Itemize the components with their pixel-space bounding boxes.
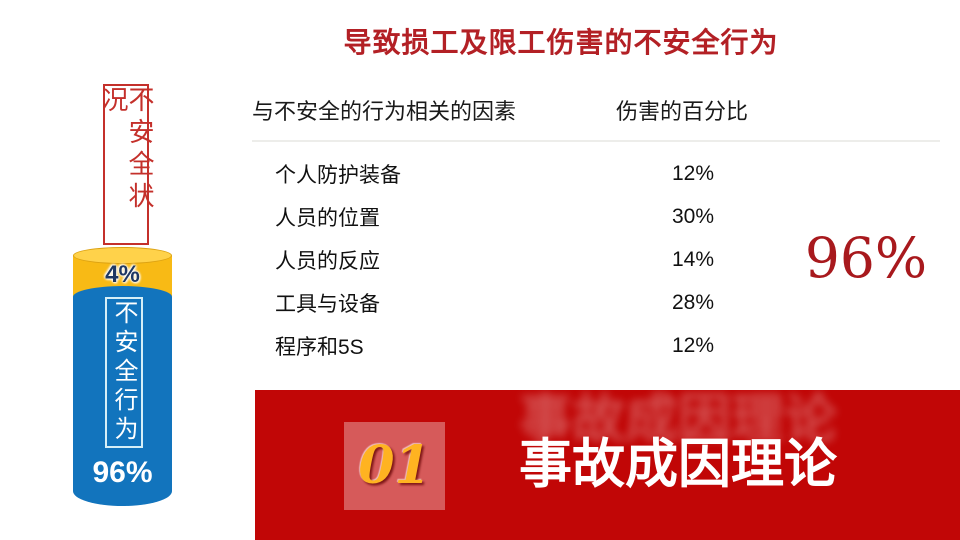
percent-cell: 12%	[672, 333, 715, 357]
table-header-factor: 与不安全的行为相关的因素	[252, 99, 517, 124]
factor-cell: 人员的位置	[275, 206, 380, 230]
cylinder-blue-segment	[73, 286, 172, 506]
percent-cell: 30%	[672, 204, 715, 228]
percent-cell: 28%	[672, 290, 715, 314]
table-row: 人员的反应 14%	[252, 238, 952, 281]
section-title: 事故成因理论	[519, 435, 837, 494]
total-percent-highlight: 96%	[804, 226, 928, 290]
factor-cell: 个人防护装备	[275, 163, 401, 187]
percent-cell: 14%	[672, 247, 715, 271]
unsafe-condition-label: 不安全状况	[98, 86, 154, 214]
table-row: 人员的位置 30%	[252, 195, 952, 238]
table-header-percent: 伤害的百分比	[616, 99, 749, 124]
unsafe-behavior-label: 不安全行为	[110, 300, 138, 445]
section-number-box: 01	[344, 422, 445, 510]
section-banner: 01 事故成因理论	[255, 390, 960, 540]
table-header-row: 与不安全的行为相关的因素 伤害的百分比	[252, 94, 952, 126]
cylinder-bottom-value: 96%	[92, 456, 153, 489]
percent-cell: 12%	[672, 161, 715, 185]
cylinder-top-value: 4%	[105, 261, 140, 288]
unsafe-condition-label-box: 不安全状况	[98, 84, 154, 245]
cylinder-top-ellipse	[73, 247, 172, 264]
slide-title: 导致损工及限工伤害的不安全行为	[343, 27, 779, 58]
table-row: 个人防护装备 12%	[252, 152, 952, 195]
factor-cell: 工具与设备	[275, 292, 380, 316]
section-number: 01	[358, 435, 431, 496]
table-row: 工具与设备 28%	[252, 281, 952, 324]
unsafe-behavior-label-box: 不安全行为	[105, 297, 143, 448]
factors-table: 与不安全的行为相关的因素 伤害的百分比 个人防护装备 12% 人员的位置 30%…	[252, 94, 952, 367]
table-header-divider	[252, 140, 940, 142]
table-row: 程序和5S 12%	[252, 324, 952, 367]
table-body: 个人防护装备 12% 人员的位置 30% 人员的反应 14% 工具与设备 28%…	[252, 152, 952, 367]
factor-cell: 人员的反应	[275, 249, 380, 273]
factor-cell: 程序和5S	[275, 335, 364, 359]
cylinder-chart: 4% 不安全行为 96%	[73, 246, 172, 506]
